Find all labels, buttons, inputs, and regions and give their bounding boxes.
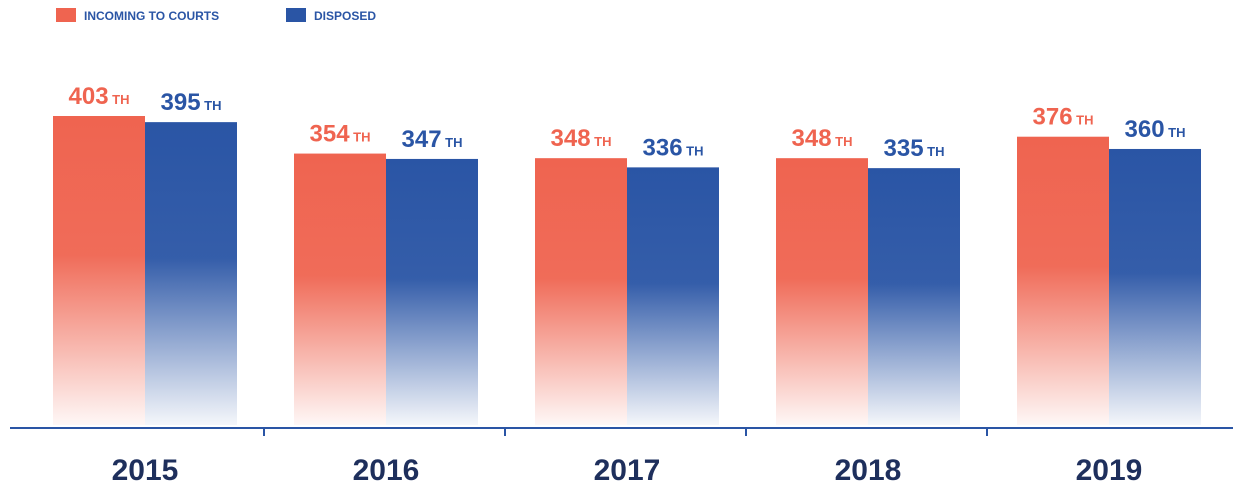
value-label: 348 TH <box>551 125 612 152</box>
bar <box>1109 148 1201 426</box>
bar <box>868 168 960 425</box>
bar <box>1017 136 1109 425</box>
bar <box>776 158 868 426</box>
legend-label: INCOMING TO COURTS <box>84 9 219 23</box>
x-tick-label: 2019 <box>1076 454 1143 483</box>
bar <box>294 153 386 425</box>
value-label: 354 TH <box>310 121 371 148</box>
bar <box>627 167 719 426</box>
bar <box>535 158 627 426</box>
value-label: 335 TH <box>884 135 945 162</box>
value-label: 347 TH <box>402 126 463 153</box>
value-label: 360 TH <box>1125 116 1186 143</box>
legend-swatch <box>286 8 306 22</box>
bar <box>145 122 237 425</box>
bar <box>53 116 145 425</box>
x-tick-label: 2018 <box>835 454 902 483</box>
x-tick-label: 2017 <box>594 454 661 483</box>
value-label: 336 TH <box>643 134 704 161</box>
value-label: 376 TH <box>1033 104 1094 131</box>
value-label: 403 TH <box>69 83 130 110</box>
legend-swatch <box>56 8 76 22</box>
x-tick-label: 2015 <box>112 454 179 483</box>
value-label: 395 TH <box>161 89 222 116</box>
x-tick-label: 2016 <box>353 454 420 483</box>
bar <box>386 158 478 425</box>
legend-label: DISPOSED <box>314 9 376 23</box>
value-label: 348 TH <box>792 125 853 152</box>
